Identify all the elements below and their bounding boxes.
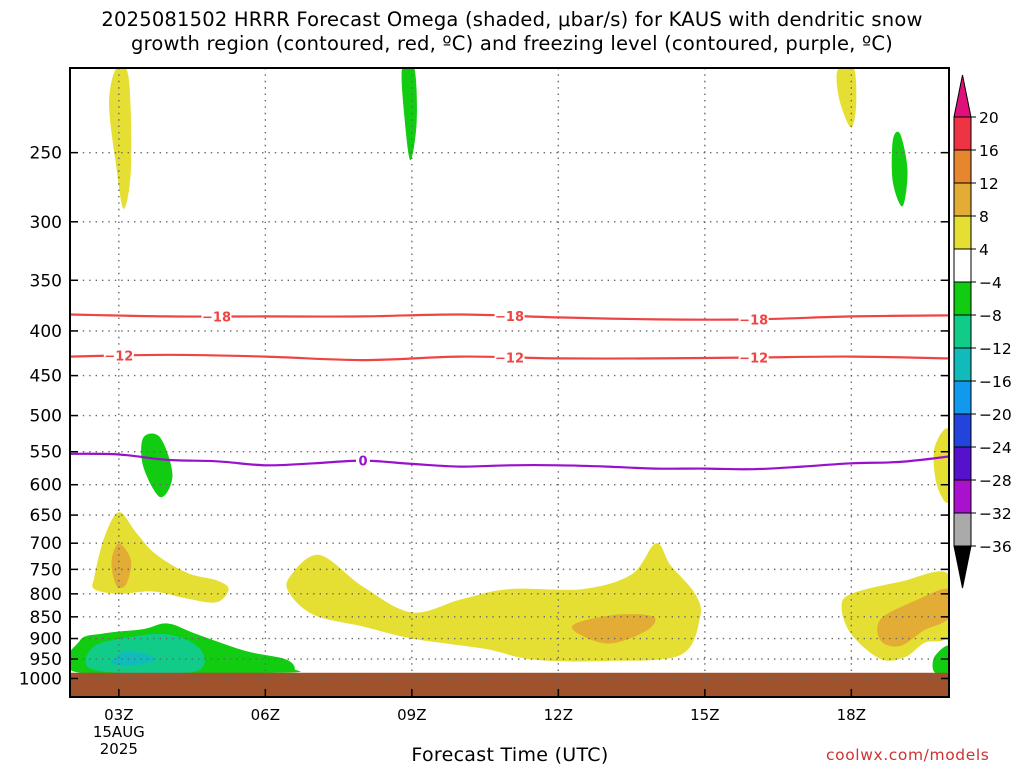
colorbar-tick-label: 16	[979, 142, 999, 160]
colorbar-bin	[953, 446, 972, 481]
colorbar-bin	[953, 413, 972, 448]
colorbar-bin	[953, 149, 972, 184]
x-tick-label: 15Z	[690, 706, 719, 724]
colorbar-bin	[953, 215, 972, 250]
y-tick-label: 850	[30, 608, 62, 628]
y-tick-label: 1000	[19, 669, 62, 689]
colorbar-tick-label: 8	[979, 208, 989, 226]
omega-region-3	[836, 68, 857, 128]
colorbar-tick-label: −36	[979, 538, 1012, 556]
y-tick-label: 450	[30, 367, 62, 387]
grid-lines	[70, 68, 949, 697]
x-tick-label: 09Z	[397, 706, 426, 724]
colorbar-bin	[953, 479, 972, 514]
omega-region-4	[891, 131, 908, 207]
colorbar-bin	[953, 182, 972, 217]
y-tick-label: 600	[30, 476, 62, 496]
y-tick-label: 550	[30, 443, 62, 463]
contour-label-bg	[494, 308, 525, 323]
temperature-contours: −18 −18 −18 −12 −12 −12 0	[70, 308, 949, 471]
omega-region-1	[109, 68, 132, 209]
omega-region-15	[111, 651, 156, 666]
omega-region-9	[286, 543, 701, 662]
contour-label: 0	[358, 455, 367, 470]
y-tick-label: 900	[30, 630, 62, 650]
omega-region-5	[141, 433, 173, 498]
colorbar-tick-label: 20	[979, 109, 999, 127]
colorbar-tick-label: −12	[979, 340, 1012, 358]
colorbar-tick-label: −24	[979, 439, 1012, 457]
contour-label: −18	[202, 310, 231, 325]
contour-label-bg	[201, 309, 232, 324]
chart-title-line-1: 2025081502 HRRR Forecast Omega (shaded, …	[101, 8, 923, 31]
colorbar-tick-label: −28	[979, 472, 1012, 490]
y-tick-label: 500	[30, 407, 62, 427]
colorbar-bin	[953, 380, 972, 415]
x-tick-label: 12Z	[544, 706, 573, 724]
colorbar-bin	[953, 281, 972, 316]
contour-label-bg	[103, 348, 134, 363]
colorbar-bin	[953, 314, 972, 349]
colorbar-over-arrow	[953, 74, 972, 118]
x-axis-label-container: Forecast Time (UTC)	[0, 744, 1024, 766]
contour-label: −12	[739, 351, 768, 366]
contour-label-bg	[738, 350, 769, 365]
colorbar-tick-label: −20	[979, 406, 1012, 424]
colorbar-bin	[953, 347, 972, 382]
omega-region-8	[111, 543, 132, 589]
x-tick-label: 06Z	[251, 706, 280, 724]
colorbar-tick-label: −16	[979, 373, 1012, 391]
y-axis-ticks: 2503003504004505005506006507007508008509…	[19, 144, 949, 689]
omega-region-2	[401, 68, 417, 161]
y-tick-label: 800	[30, 585, 62, 605]
colorbar: 20 16 12 8 4 −4 −8 −12 −16 −20 −24 −28 −32 −36	[953, 74, 1012, 589]
colorbar-under-arrow	[953, 545, 972, 589]
colorbar-tick-label: 12	[979, 175, 999, 193]
y-tick-label: 400	[30, 322, 62, 342]
ground-fill	[70, 672, 949, 697]
omega-shading	[70, 68, 949, 676]
chart-title-line-2: growth region (contoured, red, ºC) and f…	[131, 32, 893, 55]
plot-frame	[69, 67, 950, 698]
site-credit: coolwx.com/models	[826, 746, 990, 764]
x-axis-label: Forecast Time (UTC)	[411, 744, 609, 766]
omega-region-10	[571, 614, 656, 644]
y-tick-label: 950	[30, 650, 62, 670]
y-tick-label: 700	[30, 534, 62, 554]
omega-region-12	[877, 588, 949, 647]
x-tick-label: 03Z	[104, 706, 133, 724]
ground-surface	[70, 672, 949, 697]
colorbar-tick-label: 4	[979, 241, 989, 259]
x-tick-label: 18Z	[837, 706, 866, 724]
colorbar-tick-label: −8	[979, 307, 1002, 325]
y-tick-label: 650	[30, 506, 62, 526]
contour-label-bg	[738, 312, 769, 327]
omega-region-16	[932, 645, 949, 676]
contour-line-3	[70, 452, 949, 471]
y-tick-label: 250	[30, 144, 62, 164]
contour-label: −18	[739, 313, 768, 328]
y-tick-label: 350	[30, 271, 62, 291]
colorbar-bin	[953, 116, 972, 151]
y-tick-label: 300	[30, 213, 62, 233]
colorbar-bin	[953, 248, 972, 283]
x-tick-sublabel: 2025	[100, 740, 138, 758]
contour-label-bg	[494, 350, 525, 365]
colorbar-tick-label: −4	[979, 274, 1002, 292]
x-tick-sublabel: 15AUG	[93, 723, 145, 741]
colorbar-tick-label: −32	[979, 505, 1012, 523]
contour-label: −12	[104, 350, 133, 365]
contour-label-bg	[356, 453, 370, 468]
y-tick-label: 750	[30, 560, 62, 580]
contour-label: −12	[495, 351, 524, 366]
contour-label: −18	[495, 310, 524, 325]
colorbar-bin	[953, 512, 972, 547]
